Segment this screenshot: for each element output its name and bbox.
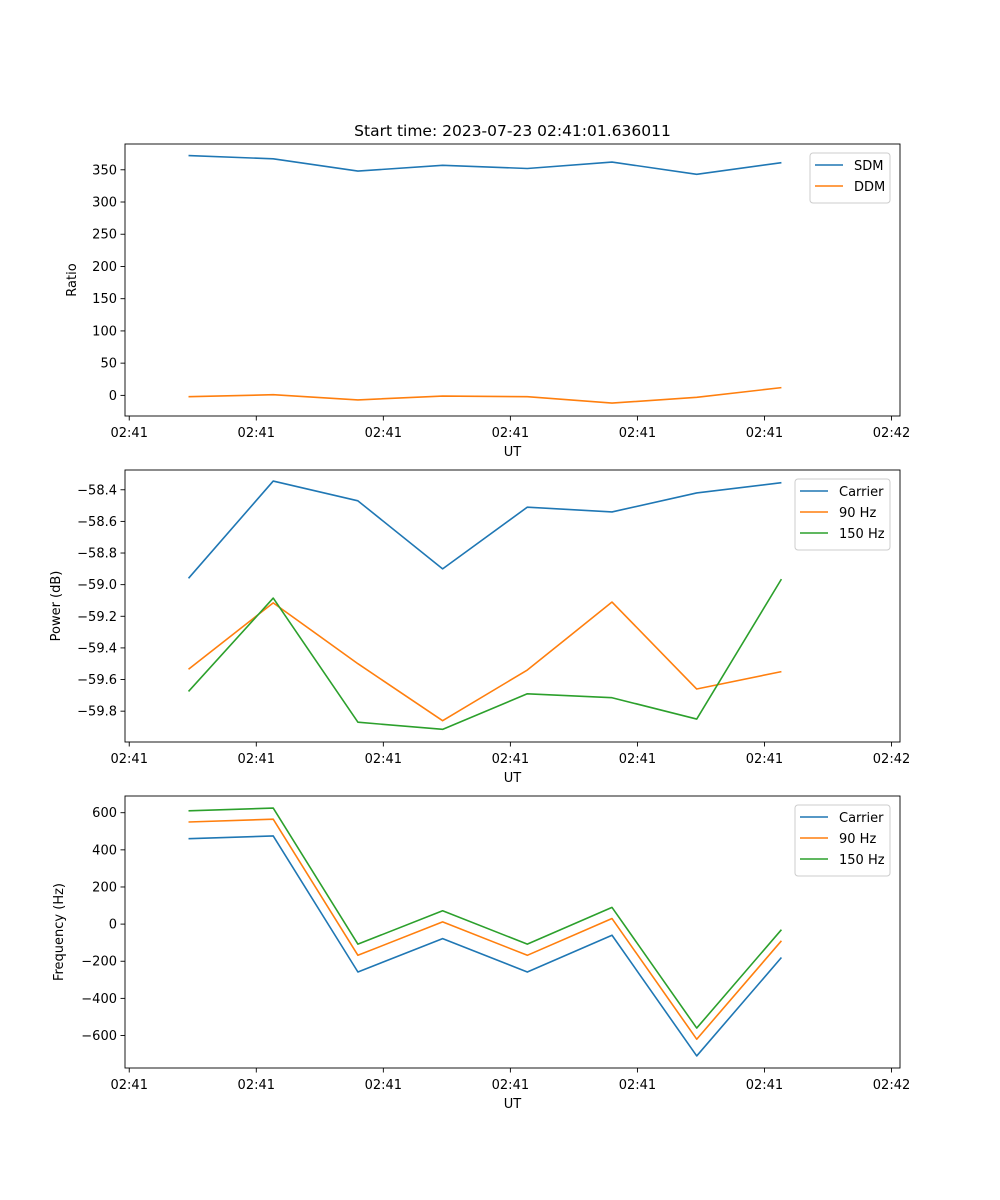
y-tick-label: −59.0 — [77, 578, 117, 593]
x-axis-label: UT — [504, 445, 522, 460]
legend-label: Carrier — [839, 485, 884, 500]
y-tick-label: 0 — [109, 918, 117, 933]
y-axis-label: Power (dB) — [49, 571, 64, 642]
axes-frame — [124, 143, 901, 417]
x-tick-label: 02:41 — [111, 1078, 148, 1093]
axes-frame — [124, 469, 901, 743]
series-line-sdm — [188, 154, 782, 176]
series-line-ddm — [188, 386, 782, 404]
y-tick-label: −600 — [81, 1029, 117, 1044]
legend-label: SDM — [854, 159, 883, 174]
legend-label: 90 Hz — [839, 832, 876, 847]
y-tick-label: −400 — [81, 992, 117, 1007]
y-tick-label: 200 — [92, 260, 117, 275]
x-tick-label: 02:41 — [492, 752, 529, 767]
chart-title: Start time: 2023-07-23 02:41:01.636011 — [354, 122, 671, 140]
series-line-90-hz — [188, 601, 782, 722]
x-tick-label: 02:41 — [111, 752, 148, 767]
ratio-panel: 02:41 02:41 02:41 02:41 02:41 02:41 02:42 0 50 10… — [65, 122, 910, 460]
legend-label: 90 Hz — [839, 506, 876, 521]
y-tick-label: −58.4 — [77, 483, 117, 498]
y-tick-label: 200 — [92, 880, 117, 895]
y-tick-label: 50 — [100, 357, 117, 372]
legend-label: Carrier — [839, 811, 884, 826]
x-tick-label: 02:41 — [619, 1078, 656, 1093]
y-axis-label: Frequency (Hz) — [52, 883, 67, 981]
axes-frame — [124, 795, 901, 1069]
x-tick-label: 02:41 — [746, 1078, 783, 1093]
x-tick-label: 02:41 — [238, 426, 275, 441]
x-tick-label: 02:41 — [365, 1078, 402, 1093]
series-line-150-hz — [187, 578, 783, 731]
x-tick-label: 02:41 — [619, 426, 656, 441]
x-tick-label: 02:41 — [746, 426, 783, 441]
x-tick-label: 02:41 — [746, 752, 783, 767]
y-tick-label: 100 — [92, 324, 117, 339]
x-tick-label: 02:41 — [238, 1078, 275, 1093]
x-tick-label: 02:42 — [873, 426, 910, 441]
y-tick-label: 400 — [92, 843, 117, 858]
y-tick-label: 0 — [109, 389, 117, 404]
y-tick-label: 300 — [92, 196, 117, 211]
y-tick-label: −200 — [81, 955, 117, 970]
x-tick-label: 02:41 — [492, 1078, 529, 1093]
x-tick-label: 02:41 — [365, 426, 402, 441]
x-tick-label: 02:41 — [111, 426, 148, 441]
y-tick-label: −59.2 — [77, 610, 117, 625]
legend-label: 150 Hz — [839, 853, 885, 868]
series-line-carrier — [188, 835, 783, 1057]
x-tick-label: 02:42 — [873, 752, 910, 767]
y-tick-label: 250 — [92, 228, 117, 243]
y-tick-label: −59.4 — [77, 641, 117, 656]
y-axis-label: Ratio — [65, 263, 80, 296]
x-tick-label: 02:42 — [873, 1078, 910, 1093]
power-panel: 02:41 02:41 02:41 02:41 02:41 02:41 02:42 −59.8… — [49, 469, 910, 786]
x-axis-label: UT — [504, 771, 522, 786]
y-tick-label: 150 — [92, 292, 117, 307]
y-tick-label: −59.6 — [77, 673, 117, 688]
y-tick-label: 350 — [92, 163, 117, 178]
legend-label: DDM — [854, 180, 885, 195]
series-line-150-hz — [188, 807, 783, 1029]
x-axis-label: UT — [504, 1097, 522, 1112]
y-tick-label: −58.8 — [77, 547, 117, 562]
series-line-carrier — [187, 480, 782, 579]
x-tick-label: 02:41 — [238, 752, 275, 767]
legend-label: 150 Hz — [839, 527, 885, 542]
series-line-90-hz — [188, 818, 783, 1041]
frequency-panel: 02:41 02:41 02:41 02:41 02:41 02:41 02:42 −600 −… — [52, 795, 910, 1112]
y-tick-label: −59.8 — [77, 705, 117, 720]
x-tick-label: 02:41 — [492, 426, 529, 441]
x-tick-label: 02:41 — [365, 752, 402, 767]
y-tick-label: −58.6 — [77, 515, 117, 530]
y-tick-label: 600 — [92, 806, 117, 821]
x-tick-label: 02:41 — [619, 752, 656, 767]
